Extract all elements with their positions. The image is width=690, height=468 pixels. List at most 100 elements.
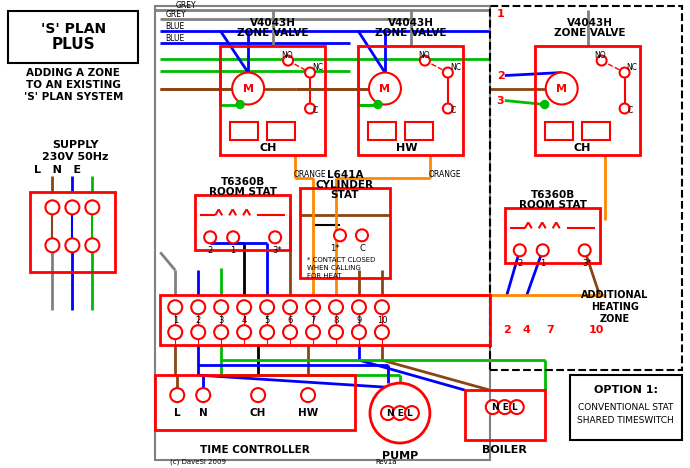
Text: 2: 2 <box>497 71 504 80</box>
Circle shape <box>546 73 578 104</box>
Circle shape <box>301 388 315 402</box>
Text: 3: 3 <box>497 95 504 105</box>
Text: OPTION 1:: OPTION 1: <box>593 385 658 395</box>
Text: CYLINDER: CYLINDER <box>316 180 374 190</box>
Text: 3*: 3* <box>582 259 591 268</box>
Text: C: C <box>313 106 318 115</box>
Text: M: M <box>243 83 254 94</box>
Text: V4043H: V4043H <box>566 18 613 28</box>
Circle shape <box>232 73 264 104</box>
Circle shape <box>306 325 320 339</box>
Text: GREY: GREY <box>175 1 196 10</box>
Text: 5: 5 <box>264 316 270 325</box>
Circle shape <box>260 300 274 314</box>
Text: CH: CH <box>250 408 266 418</box>
Circle shape <box>305 67 315 78</box>
Text: STAT: STAT <box>331 190 359 200</box>
Circle shape <box>214 325 228 339</box>
Circle shape <box>497 400 512 414</box>
Circle shape <box>405 406 419 420</box>
Text: BOILER: BOILER <box>482 445 527 455</box>
Circle shape <box>306 300 320 314</box>
Bar <box>544 123 573 140</box>
Circle shape <box>236 101 244 109</box>
Text: L641A: L641A <box>327 170 363 180</box>
Text: 1*: 1* <box>331 244 339 253</box>
Bar <box>267 123 295 140</box>
Circle shape <box>443 67 453 78</box>
Circle shape <box>191 325 205 339</box>
Circle shape <box>597 56 607 66</box>
Text: 'S' PLAN: 'S' PLAN <box>41 22 106 36</box>
Circle shape <box>237 325 251 339</box>
Circle shape <box>204 231 216 243</box>
Text: ORANGE: ORANGE <box>428 170 461 179</box>
Circle shape <box>227 231 239 243</box>
Text: NC: NC <box>312 63 323 72</box>
Text: ORANGE: ORANGE <box>294 170 326 179</box>
Bar <box>465 390 544 440</box>
Circle shape <box>283 56 293 66</box>
Text: C: C <box>628 106 633 115</box>
Text: CH: CH <box>574 144 591 154</box>
Text: L: L <box>174 408 181 418</box>
Text: 7: 7 <box>546 325 553 335</box>
Text: (c) DaveSi 2009: (c) DaveSi 2009 <box>170 459 226 465</box>
Text: 2: 2 <box>208 246 213 255</box>
Circle shape <box>486 400 500 414</box>
Circle shape <box>86 200 99 214</box>
Text: M: M <box>380 83 391 94</box>
Circle shape <box>370 383 430 443</box>
Circle shape <box>620 67 629 78</box>
Text: ROOM STAT: ROOM STAT <box>519 200 586 210</box>
Text: C: C <box>359 244 365 253</box>
Circle shape <box>393 406 407 420</box>
Text: V4043H: V4043H <box>388 18 434 28</box>
Circle shape <box>620 103 629 114</box>
Circle shape <box>196 388 210 402</box>
Text: 230V 50Hz: 230V 50Hz <box>42 153 108 162</box>
Text: GREY: GREY <box>165 10 186 19</box>
Bar <box>230 123 258 140</box>
Text: N E L: N E L <box>387 409 413 417</box>
Bar <box>570 375 682 440</box>
Text: L   N   E: L N E <box>34 165 81 176</box>
Circle shape <box>375 325 389 339</box>
Circle shape <box>369 73 401 104</box>
Circle shape <box>443 103 453 114</box>
Circle shape <box>374 101 382 109</box>
Circle shape <box>66 238 79 252</box>
Text: ZONE VALVE: ZONE VALVE <box>554 28 625 37</box>
Text: NC: NC <box>627 63 638 72</box>
Text: V4043H: V4043H <box>250 18 296 28</box>
Circle shape <box>283 300 297 314</box>
Text: M: M <box>556 83 567 94</box>
Text: 10: 10 <box>377 316 387 325</box>
Bar <box>582 123 610 140</box>
Text: ZONE VALVE: ZONE VALVE <box>375 28 446 37</box>
Circle shape <box>579 244 591 256</box>
Bar <box>490 6 682 370</box>
Bar <box>505 208 600 263</box>
Text: 3*: 3* <box>273 246 282 255</box>
Text: Rev1a: Rev1a <box>375 459 397 465</box>
Text: PLUS: PLUS <box>52 37 95 52</box>
Text: TIME CONTROLLER: TIME CONTROLLER <box>200 445 310 455</box>
Text: 1: 1 <box>497 8 504 19</box>
Text: 1: 1 <box>172 316 178 325</box>
Bar <box>358 45 463 155</box>
Circle shape <box>269 231 281 243</box>
Text: 4: 4 <box>523 325 531 335</box>
Text: 8: 8 <box>333 316 339 325</box>
Circle shape <box>352 300 366 314</box>
Circle shape <box>541 101 549 109</box>
Circle shape <box>514 244 526 256</box>
Circle shape <box>260 325 274 339</box>
Text: N: N <box>199 408 208 418</box>
Circle shape <box>375 300 389 314</box>
Text: ZONE VALVE: ZONE VALVE <box>237 28 309 37</box>
Circle shape <box>334 229 346 241</box>
Text: 1: 1 <box>540 259 545 268</box>
Text: HW: HW <box>396 144 417 154</box>
Circle shape <box>237 300 251 314</box>
